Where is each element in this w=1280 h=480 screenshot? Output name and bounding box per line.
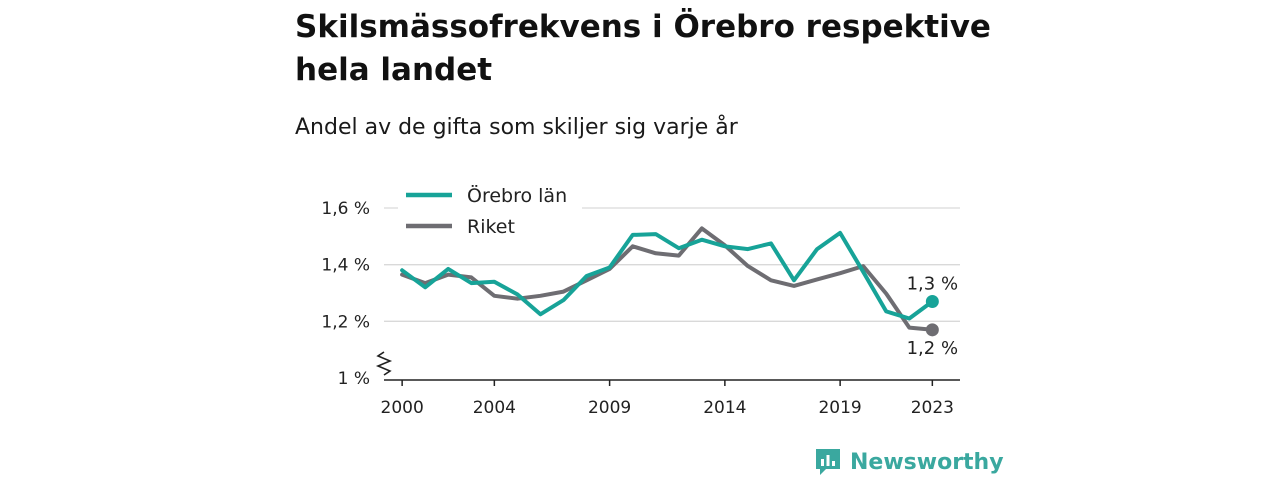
legend-label: Örebro län bbox=[467, 184, 567, 207]
legend: Örebro län Riket bbox=[398, 180, 582, 242]
brand-name: Newsworthy bbox=[850, 449, 1004, 475]
y-axis-labels: 1 % 1,2 % 1,4 % 1,6 % bbox=[321, 199, 393, 389]
series-lines bbox=[400, 226, 939, 337]
x-tick-label: 2004 bbox=[473, 398, 516, 418]
end-label: 1,2 % bbox=[907, 338, 958, 359]
y-tick-label: 1,2 % bbox=[321, 312, 370, 332]
chart-subtitle: Andel av de gifta som skiljer sig varje … bbox=[295, 115, 738, 140]
y-tick-label: 1 % bbox=[338, 369, 370, 389]
brand-logo: Newsworthy bbox=[814, 446, 1004, 478]
y-tick-label: 1,4 % bbox=[321, 256, 370, 276]
y-tick-label: 1,6 % bbox=[321, 199, 370, 219]
series-line bbox=[400, 230, 935, 321]
x-tick-label: 2023 bbox=[911, 398, 954, 418]
chart-title: Skilsmässofrekvens i Örebro respektive h… bbox=[295, 9, 991, 88]
legend-background bbox=[398, 180, 582, 242]
legend-label: Riket bbox=[467, 216, 515, 238]
axis-break-icon bbox=[375, 351, 393, 376]
series-end-point bbox=[925, 323, 939, 337]
x-axis: 2000 2004 2009 2014 2019 2023 bbox=[381, 379, 960, 418]
x-tick-label: 2000 bbox=[381, 398, 424, 418]
series-line bbox=[400, 226, 935, 332]
series-end-point bbox=[925, 295, 939, 308]
end-label: 1,3 % bbox=[907, 274, 958, 295]
x-tick-label: 2009 bbox=[588, 398, 631, 418]
x-tick-label: 2019 bbox=[818, 398, 861, 418]
newsworthy-logo-icon bbox=[816, 449, 840, 475]
end-labels: 1,3 % 1,2 % bbox=[907, 274, 958, 359]
x-tick-label: 2014 bbox=[703, 398, 746, 418]
